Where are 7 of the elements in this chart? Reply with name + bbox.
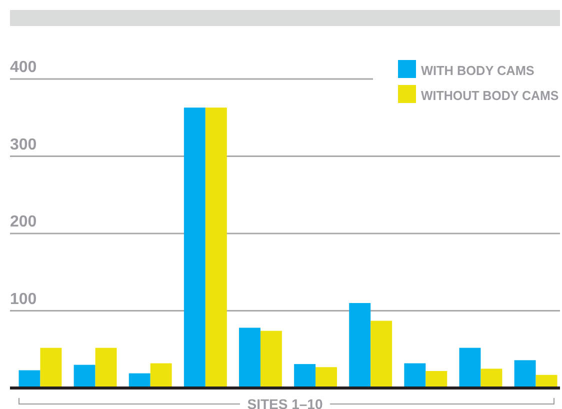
y-tick-label: 400 [10,59,37,76]
y-tick-label: 200 [10,214,37,230]
x-axis-title: SITES 1–10 [247,396,323,409]
legend-label: WITHOUT BODY CAMS [421,88,562,103]
legend-label: WITH BODY CAMS [421,63,538,78]
y-tick-label: 300 [10,136,37,154]
y-tick-label: 100 [10,290,37,308]
